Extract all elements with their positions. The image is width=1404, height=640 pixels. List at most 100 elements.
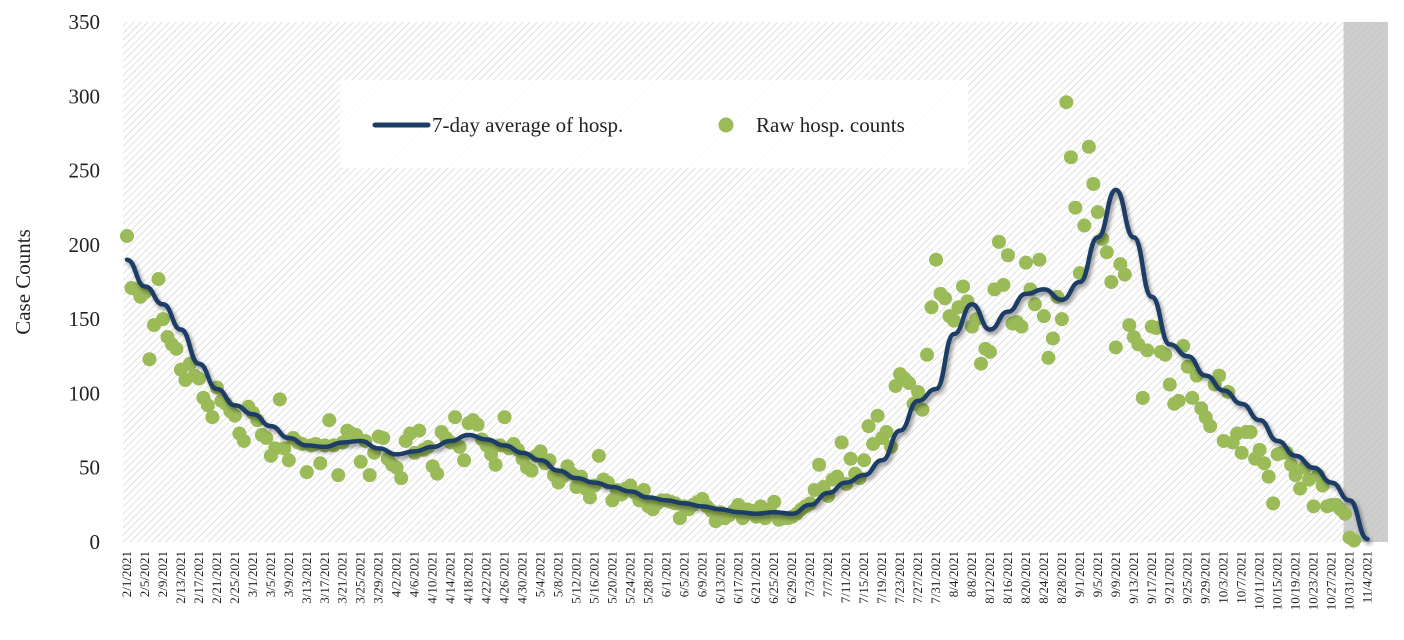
raw-count-point <box>1032 252 1047 267</box>
x-tick-label: 8/12/2021 <box>982 551 997 604</box>
x-tick-label: 6/5/2021 <box>676 551 691 597</box>
x-tick-label: 10/19/2021 <box>1288 551 1303 610</box>
x-tick-label: 2/17/2021 <box>191 551 206 604</box>
raw-count-point <box>452 439 467 454</box>
raw-count-point <box>1018 255 1033 270</box>
x-tick-label: 2/9/2021 <box>155 551 170 597</box>
x-tick-label: 8/16/2021 <box>1000 551 1015 604</box>
raw-count-point <box>982 344 997 359</box>
raw-count-point <box>169 341 184 356</box>
x-tick-label: 11/4/2021 <box>1360 551 1375 603</box>
raw-count-point <box>448 410 463 425</box>
raw-count-point <box>591 448 606 463</box>
x-tick-label: 9/17/2021 <box>1144 551 1159 604</box>
raw-count-point <box>1041 350 1056 365</box>
raw-count-point <box>155 312 170 327</box>
raw-count-point <box>277 441 292 456</box>
raw-count-point <box>1068 200 1083 215</box>
y-tick-label: 50 <box>79 456 100 480</box>
raw-count-point <box>1090 205 1105 220</box>
raw-count-point <box>672 511 687 526</box>
raw-count-point <box>920 347 935 362</box>
x-tick-label: 4/2/2021 <box>389 551 404 597</box>
x-tick-label: 4/22/2021 <box>479 551 494 604</box>
raw-count-point <box>1243 425 1258 440</box>
raw-count-point <box>1108 340 1123 355</box>
x-tick-label: 6/29/2021 <box>784 551 799 604</box>
x-tick-label: 8/24/2021 <box>1036 551 1051 604</box>
x-tick-label: 3/17/2021 <box>317 551 332 604</box>
x-tick-label: 3/13/2021 <box>299 551 314 604</box>
x-tick-label: 6/25/2021 <box>766 551 781 604</box>
raw-count-point <box>1306 499 1321 514</box>
x-tick-label: 4/30/2021 <box>515 551 530 604</box>
raw-count-point <box>996 277 1011 292</box>
raw-count-point <box>1266 496 1281 511</box>
x-tick-label: 9/13/2021 <box>1126 551 1141 604</box>
x-tick-label: 5/24/2021 <box>622 551 637 604</box>
raw-count-point <box>488 457 503 472</box>
raw-count-point <box>1338 506 1353 521</box>
raw-count-point <box>947 313 962 328</box>
raw-count-point <box>1234 445 1249 460</box>
x-tick-label: 2/5/2021 <box>137 551 152 597</box>
raw-count-point <box>1059 95 1074 110</box>
raw-count-point <box>812 457 827 472</box>
x-tick-label: 9/5/2021 <box>1090 551 1105 597</box>
raw-count-point <box>142 352 157 367</box>
y-tick-label: 250 <box>69 159 101 183</box>
raw-count-point <box>1158 347 1173 362</box>
seven-day-average-line <box>124 187 1370 542</box>
raw-count-point <box>457 453 472 468</box>
x-tick-label: 8/28/2021 <box>1054 551 1069 604</box>
raw-count-point <box>272 392 287 407</box>
legend-label-average: 7-day average of hosp. <box>432 113 623 137</box>
raw-count-point <box>1140 343 1155 358</box>
raw-count-point <box>191 371 206 386</box>
x-tick-label: 2/1/2021 <box>119 551 134 597</box>
x-tick-label: 5/12/2021 <box>568 551 583 604</box>
raw-count-point <box>1279 445 1294 460</box>
raw-count-point <box>394 471 409 486</box>
x-tick-label: 7/31/2021 <box>928 551 943 604</box>
raw-count-point <box>991 234 1006 249</box>
raw-count-point <box>430 466 445 481</box>
y-tick-label: 0 <box>90 530 101 554</box>
raw-count-point <box>1261 469 1276 484</box>
x-tick-label: 10/11/2021 <box>1252 551 1267 610</box>
raw-count-point <box>533 444 548 459</box>
raw-count-point <box>955 279 970 294</box>
x-tick-label: 10/31/2021 <box>1342 551 1357 610</box>
x-tick-label: 7/15/2021 <box>856 551 871 604</box>
raw-count-point <box>313 456 328 471</box>
raw-count-point <box>834 435 849 450</box>
x-tick-label: 6/17/2021 <box>730 551 745 604</box>
raw-count-point <box>1122 318 1137 333</box>
raw-count-point <box>470 417 485 432</box>
raw-count-point <box>861 419 876 434</box>
x-tick-label: 6/9/2021 <box>694 551 709 597</box>
x-tick-label: 10/23/2021 <box>1306 551 1321 610</box>
x-tick-label: 7/23/2021 <box>892 551 907 604</box>
raw-count-point <box>1135 390 1150 405</box>
raw-count-point <box>1185 390 1200 405</box>
x-tick-label: 4/18/2021 <box>461 551 476 604</box>
x-tick-label: 2/13/2021 <box>173 551 188 604</box>
raw-count-point <box>1162 377 1177 392</box>
raw-count-point <box>915 402 930 417</box>
raw-count-point <box>973 356 988 371</box>
x-tick-label: 6/13/2021 <box>712 551 727 604</box>
x-tick-label: 10/7/2021 <box>1234 551 1249 604</box>
x-tick-label: 3/1/2021 <box>245 551 260 597</box>
raw-count-point <box>353 454 368 469</box>
y-axis-ticks: 0 50 100 150 200 250 300 350 <box>69 10 101 554</box>
raw-count-point <box>929 252 944 267</box>
raw-count-point <box>1014 319 1029 334</box>
y-tick-label: 100 <box>69 381 101 405</box>
raw-count-point <box>205 410 220 425</box>
raw-count-point <box>879 425 894 440</box>
raw-count-point <box>1063 150 1078 165</box>
raw-count-point <box>1203 419 1218 434</box>
raw-count-point <box>1252 442 1267 457</box>
raw-count-point <box>1117 267 1132 282</box>
